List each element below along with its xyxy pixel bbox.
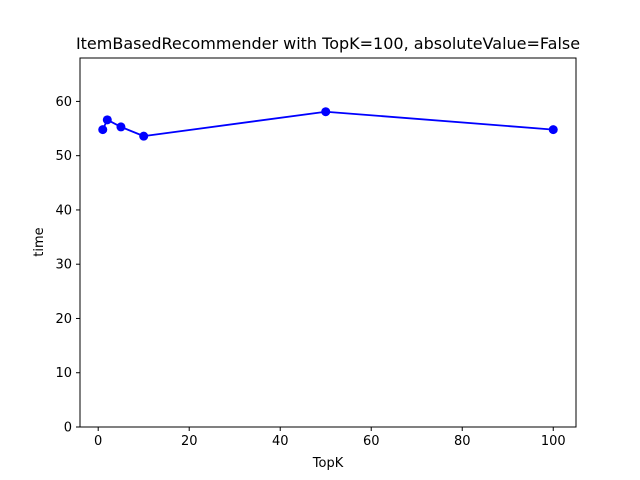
y-tick-label: 0 bbox=[64, 421, 72, 436]
data-point bbox=[139, 131, 149, 141]
y-tick-label: 30 bbox=[55, 258, 72, 273]
data-point bbox=[321, 107, 331, 117]
data-point bbox=[116, 122, 126, 132]
x-axis-label: TopK bbox=[312, 456, 344, 471]
y-tick-label: 50 bbox=[55, 149, 72, 164]
data-point bbox=[548, 125, 558, 135]
x-axis-ticks: 0 20 40 60 80 100 bbox=[94, 427, 566, 449]
x-tick-label: 80 bbox=[454, 434, 471, 449]
data-point bbox=[98, 125, 108, 135]
chart-title: ItemBasedRecommender with TopK=100, abso… bbox=[76, 34, 580, 53]
y-tick-label: 60 bbox=[55, 95, 72, 110]
y-tick-label: 40 bbox=[55, 203, 72, 218]
x-tick-label: 0 bbox=[94, 434, 102, 449]
x-tick-label: 40 bbox=[272, 434, 289, 449]
y-tick-label: 20 bbox=[55, 312, 72, 327]
x-tick-label: 60 bbox=[363, 434, 380, 449]
y-axis-label: time bbox=[32, 227, 47, 256]
x-tick-label: 100 bbox=[541, 434, 566, 449]
x-tick-label: 20 bbox=[181, 434, 198, 449]
y-axis-ticks: 0 10 20 30 40 50 60 bbox=[55, 95, 80, 436]
plot-area-frame bbox=[79, 57, 577, 428]
series-layer bbox=[98, 107, 558, 141]
data-point bbox=[102, 115, 112, 125]
y-tick-label: 10 bbox=[55, 366, 72, 381]
